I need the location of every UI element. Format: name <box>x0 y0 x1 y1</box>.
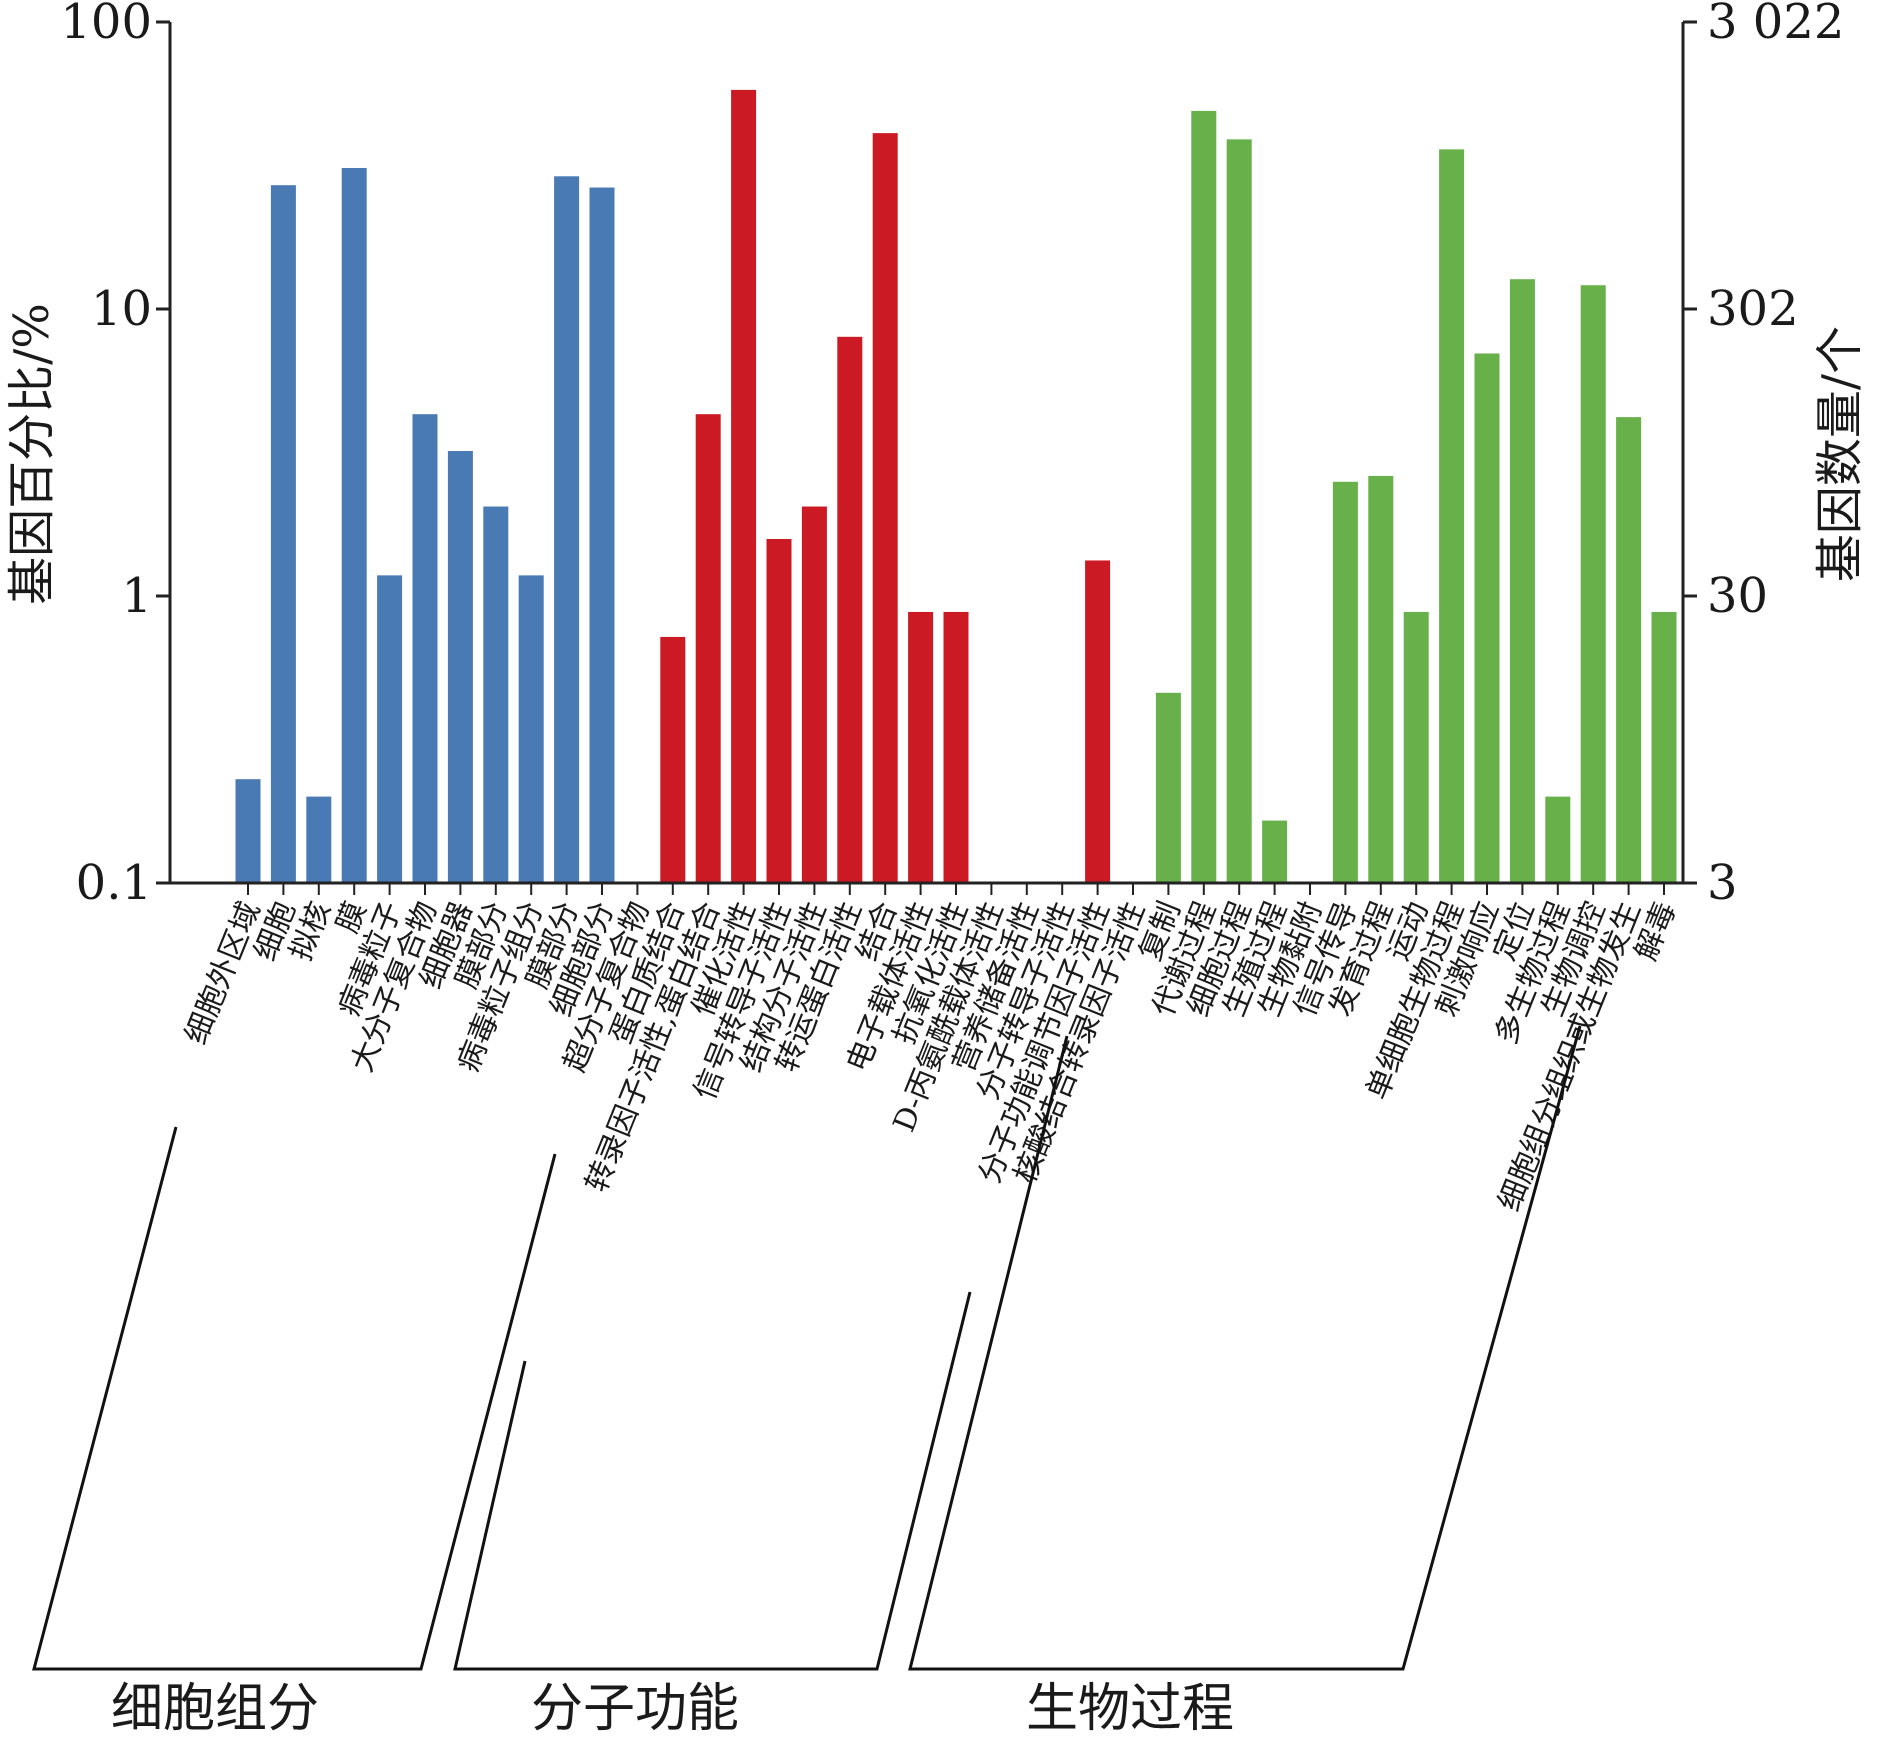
y-axis-title: 基因百分比/% <box>4 303 60 605</box>
bar-1-8 <box>483 506 509 883</box>
group-bracket-biological-process <box>908 1025 1582 1671</box>
y2-tick-label: 3 <box>1707 855 1738 911</box>
group-label-molecular-function: 分子功能 <box>531 1679 739 1738</box>
group-bracket-molecular-function <box>453 1291 972 1671</box>
bar-3-3 <box>1226 139 1252 884</box>
bar-3-8 <box>1403 611 1429 883</box>
bar-3-14 <box>1616 417 1642 883</box>
bar-3-2 <box>1191 110 1217 884</box>
bar-2-3 <box>731 89 757 883</box>
y-tick-label: 10 <box>91 281 152 337</box>
category-label: 细胞外区域 <box>179 897 268 1049</box>
bar-2-9 <box>943 611 969 883</box>
bar-1-4 <box>341 167 367 883</box>
group-bracket-cellular-component <box>32 1126 557 1671</box>
y2-tick-label: 30 <box>1707 568 1768 624</box>
bar-1-7 <box>447 451 473 883</box>
y2-tick-label: 3 022 <box>1707 0 1844 50</box>
bar-3-10 <box>1474 353 1500 883</box>
y-tick-label: 0.1 <box>76 855 152 911</box>
y-tick-label: 1 <box>121 568 152 624</box>
group-bracket-layer <box>32 1025 1582 1671</box>
bar-3-12 <box>1545 796 1571 883</box>
bar-3-9 <box>1439 149 1465 883</box>
bar-2-7 <box>872 133 898 883</box>
y-tick-label: 100 <box>60 0 152 50</box>
bar-3-7 <box>1368 475 1394 883</box>
bar-2-2 <box>695 414 721 883</box>
bar-3-11 <box>1509 279 1535 883</box>
bar-2-5 <box>801 506 827 883</box>
bar-1-11 <box>589 187 615 883</box>
bar-1-3 <box>306 796 332 883</box>
group-label-biological-process: 生物过程 <box>1026 1679 1234 1738</box>
category-label-layer: 细胞外区域细胞拟核膜病毒粒子大分子复合物细胞器膜部分病毒粒子组分膜部分细胞部分超… <box>179 897 1684 1216</box>
bar-2-13 <box>1085 560 1111 883</box>
bar-2-6 <box>837 336 863 883</box>
bar-1-2 <box>270 185 296 883</box>
bar-2-8 <box>908 611 934 883</box>
bar-1-5 <box>377 575 403 883</box>
bar-3-4 <box>1262 820 1288 883</box>
bar-3-13 <box>1580 285 1606 883</box>
bar-1-9 <box>518 575 544 883</box>
bar-3-15 <box>1651 611 1677 883</box>
bar-layer <box>235 89 1677 884</box>
bar-1-1 <box>235 779 261 883</box>
bar-1-10 <box>554 176 580 884</box>
axes-layer <box>168 22 1685 885</box>
tick-layer <box>156 20 1697 895</box>
bar-1-6 <box>412 414 438 883</box>
bar-2-1 <box>660 636 686 883</box>
y2-tick-label: 302 <box>1707 281 1799 337</box>
y2-axis-title: 基因数量/个 <box>1812 326 1868 582</box>
bar-3-6 <box>1332 481 1358 883</box>
bar-2-4 <box>766 538 792 883</box>
group-label-cellular-component: 细胞组分 <box>111 1679 319 1738</box>
tick-label-layer: 100 3 022 10 302 1 30 0.1 3 <box>60 0 1844 911</box>
bar-3-1 <box>1155 692 1181 883</box>
